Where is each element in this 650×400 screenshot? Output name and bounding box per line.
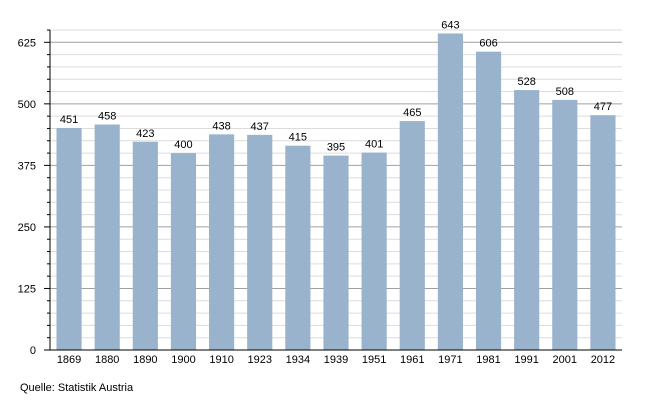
data-label: 395 [327,142,345,154]
data-label: 437 [251,121,269,133]
y-tick-label: 125 [18,283,36,295]
data-label: 606 [479,38,497,50]
data-label: 643 [441,19,459,31]
data-label: 458 [98,111,116,123]
x-tick-label: 1900 [171,354,195,366]
bar [323,155,349,350]
x-tick-label: 1890 [133,354,157,366]
x-tick-label: 1951 [362,354,386,366]
bar [590,115,616,351]
y-tick-label: 375 [18,160,36,172]
x-tick-label: 1910 [209,354,233,366]
x-tick-label: 2001 [553,354,577,366]
bar [475,51,502,351]
bar [399,121,425,350]
x-tick-label: 1939 [324,354,348,366]
bar [170,153,197,350]
x-tick-label: 1923 [247,354,271,366]
data-label: 465 [403,107,421,119]
bar [209,134,235,350]
data-label: 451 [60,114,78,126]
bar [94,124,120,351]
bar [361,152,387,350]
y-tick-label: 0 [30,345,36,357]
bar [552,99,578,351]
data-label: 438 [212,120,230,132]
bar [437,33,463,350]
source-note: Quelle: Statistik Austria [20,382,134,394]
x-tick-label: 1991 [514,354,538,366]
y-tick-label: 500 [18,99,36,111]
data-label: 508 [556,86,574,98]
x-tick-label: 1971 [438,354,462,366]
y-tick-label: 625 [18,37,36,49]
data-label: 401 [365,139,383,151]
bar [514,90,540,351]
x-tick-label: 1869 [57,354,81,366]
data-label: 415 [289,132,307,144]
bar [132,141,158,350]
data-label: 400 [174,139,192,151]
x-tick-label: 1880 [95,354,119,366]
data-label: 423 [136,128,154,140]
x-tick-label: 1934 [286,354,310,366]
y-tick-label: 250 [18,222,36,234]
x-tick-label: 1981 [476,354,500,366]
x-tick-label: 1961 [400,354,424,366]
bar [285,145,311,350]
bar [247,134,273,350]
x-tick-label: 2012 [591,354,615,366]
data-label: 528 [517,76,535,88]
data-label: 477 [594,101,612,113]
bar [56,127,82,350]
